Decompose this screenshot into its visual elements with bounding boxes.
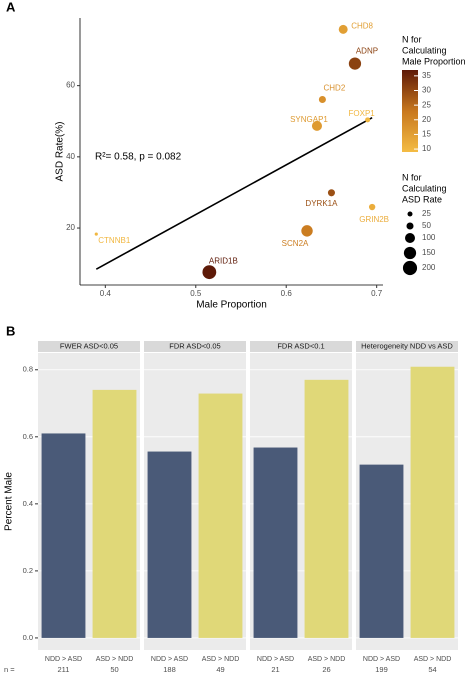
y-tick-label: 0.4 (23, 499, 33, 508)
y-tick-label: 40 (66, 152, 75, 161)
size-legend-key (407, 211, 413, 217)
facet-title: FDR ASD<0.05 (169, 341, 220, 350)
facet-title: FDR ASD<0.1 (277, 341, 324, 350)
point (318, 95, 326, 104)
x-tick-label: NDD > ASD (151, 656, 188, 663)
point-label: ARID1B (209, 256, 238, 265)
x-axis-title: Male Proportion (196, 300, 267, 311)
size-legend-key (402, 260, 418, 276)
colorbar-tick-label: 30 (422, 86, 431, 95)
colorbar-tick-label: 25 (422, 100, 431, 109)
bar (147, 451, 192, 638)
x-tick-label: NDD > ASD (257, 656, 294, 663)
size-legend-key (405, 233, 415, 243)
n-label: 54 (428, 665, 436, 674)
y-tick-label: 0.6 (23, 432, 33, 441)
panel-label: A (6, 0, 16, 14)
x-tick-label: 0.4 (100, 289, 112, 298)
size-legend-key (403, 246, 417, 260)
n-label: 199 (375, 665, 388, 674)
point-label: CHD8 (351, 22, 373, 31)
n-label: 188 (163, 665, 176, 674)
size-legend-label: 25 (422, 209, 431, 218)
point (338, 24, 348, 34)
y-tick-label: 20 (66, 223, 75, 232)
y-axis-title: ASD Rate(%) (55, 121, 66, 181)
size-legend-label: 100 (422, 233, 436, 242)
panel-label: B (6, 323, 15, 338)
y-tick-label: 0.8 (23, 365, 33, 374)
point (311, 120, 322, 131)
x-tick-label: ASD > NDD (414, 656, 452, 663)
point (348, 57, 362, 70)
x-tick-label: NDD > ASD (363, 656, 400, 663)
size-legend-label: 50 (422, 221, 431, 230)
point-label: CHD2 (324, 84, 346, 93)
bar (198, 393, 243, 638)
point-label: FOXP1 (349, 109, 376, 118)
facet-strip (144, 341, 246, 352)
size-legend-label: 150 (422, 248, 436, 257)
point (94, 232, 98, 236)
x-tick-label: 0.5 (190, 289, 202, 298)
n-label: 21 (271, 665, 279, 674)
colorbar-tick-label: 35 (422, 71, 431, 80)
facet-strip (356, 341, 458, 352)
point (365, 117, 371, 123)
x-tick-label: ASD > NDD (96, 656, 134, 663)
color-legend-title: Male Proportion (402, 56, 466, 66)
facet-title: Heterogeneity NDD vs ASD (361, 341, 453, 350)
bar (92, 389, 137, 638)
point-label: ADNP (356, 47, 378, 56)
size-legend-key (406, 222, 414, 230)
x-tick-label: ASD > NDD (308, 656, 346, 663)
y-tick-label: 60 (66, 81, 75, 90)
colorbar-tick-label: 20 (422, 115, 431, 124)
bar (41, 433, 86, 638)
size-legend-title: Calculating (402, 183, 447, 193)
y-tick-label: 0.2 (23, 566, 33, 575)
y-tick-label: 0.0 (23, 633, 33, 642)
facet-strip (250, 341, 352, 352)
point (301, 225, 313, 237)
fit-line (95, 116, 373, 270)
point-label: DYRK1A (305, 199, 338, 208)
bar (410, 366, 455, 638)
bar (253, 447, 298, 638)
x-tick-label: ASD > NDD (202, 656, 240, 663)
color-legend-title: Calculating (402, 45, 447, 55)
point-label: SCN2A (282, 239, 309, 248)
facet-strip (38, 341, 140, 352)
n-prefix: n = (4, 665, 15, 674)
point-label: GRIN2B (359, 215, 389, 224)
n-label: 26 (322, 665, 330, 674)
bar (359, 464, 404, 638)
x-tick-label: 0.6 (281, 289, 293, 298)
facet-title: FWER ASD<0.05 (60, 341, 118, 350)
point (327, 189, 335, 197)
colorbar-tick-label: 10 (422, 144, 431, 153)
n-label: 211 (58, 665, 70, 674)
colorbar (402, 70, 418, 152)
size-legend-label: 200 (422, 263, 436, 272)
size-legend-title: N for (402, 172, 422, 182)
bar (304, 379, 349, 638)
point (368, 203, 376, 211)
annotation: R²= 0.58, p = 0.082 (95, 152, 182, 163)
x-tick-label: 0.7 (371, 289, 383, 298)
y-axis-title: Percent Male (4, 472, 15, 531)
point (202, 265, 217, 280)
size-legend-title: ASD Rate (402, 194, 442, 204)
colorbar-tick-label: 15 (422, 130, 431, 139)
n-label: 50 (110, 665, 118, 674)
point-label: SYNGAP1 (290, 115, 328, 124)
n-label: 49 (216, 665, 224, 674)
x-tick-label: NDD > ASD (45, 656, 82, 663)
color-legend-title: N for (402, 34, 422, 44)
point-label: CTNNB1 (98, 236, 131, 245)
